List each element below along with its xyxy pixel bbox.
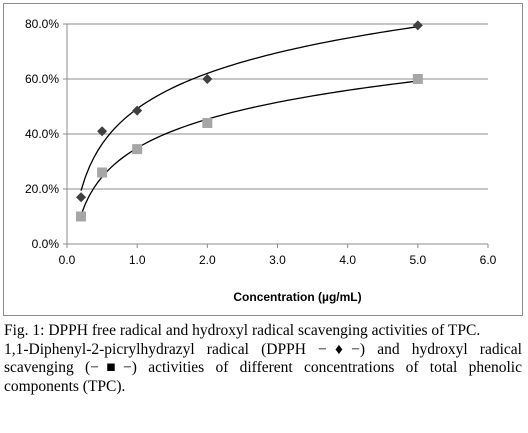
y-tick-label: 0.0% (32, 237, 60, 251)
diamond-point (76, 192, 87, 203)
x-tick-label: 1.0 (129, 253, 146, 267)
square-point (97, 167, 108, 178)
y-tick-label: 20.0% (25, 182, 59, 196)
y-tick-label: 80.0% (25, 17, 59, 31)
square-point (76, 211, 87, 222)
caption-body-part2: ) and hydroxyl radical scavenging ( (4, 340, 522, 377)
x-tick-label: 4.0 (339, 253, 356, 267)
x-tick-label: 2.0 (199, 253, 216, 267)
x-tick-label: 0.0 (59, 253, 76, 267)
caption-body-part1: 1,1-Diphenyl-2-picrylhydrazyl radical (D… (4, 340, 319, 358)
square-point (202, 118, 213, 128)
diamond-point (202, 74, 213, 84)
chart-frame: 0.0% 20.0% 40.0% 60.0% 80.0% 0.0 1.0 2.0 3.0 4.0 5… (3, 3, 523, 316)
x-axis-title: Concentration (µg/mL) (233, 290, 361, 304)
y-tick-label: 40.0% (25, 127, 59, 141)
x-tick-label: 3.0 (269, 253, 286, 267)
diamond-point (132, 105, 143, 116)
diamond-point (97, 126, 108, 137)
scatter-chart: 0.0% 20.0% 40.0% 60.0% 80.0% 0.0 1.0 2.0 3.0 4.0 5… (25, 17, 497, 304)
hydroxyl-legend-symbol: −■− (90, 359, 132, 376)
square-point (412, 74, 423, 84)
y-tick-label: 60.0% (25, 72, 59, 86)
diamond-point (412, 20, 423, 31)
caption-body-part3: ) activities of different concentrations… (4, 359, 522, 395)
caption-title: Fig. 1: DPPH free radical and hydroxyl r… (4, 322, 481, 339)
figure-caption: Fig. 1: DPPH free radical and hydroxyl r… (4, 322, 522, 396)
dpph-legend-symbol: −♦− (318, 340, 360, 358)
x-tick-label: 5.0 (409, 253, 426, 267)
x-tick-label: 6.0 (480, 253, 497, 267)
trendline-series-2 (80, 80, 418, 216)
caption-body: 1,1-Diphenyl-2-picrylhydrazyl radical (D… (4, 341, 522, 397)
square-point (132, 144, 143, 155)
